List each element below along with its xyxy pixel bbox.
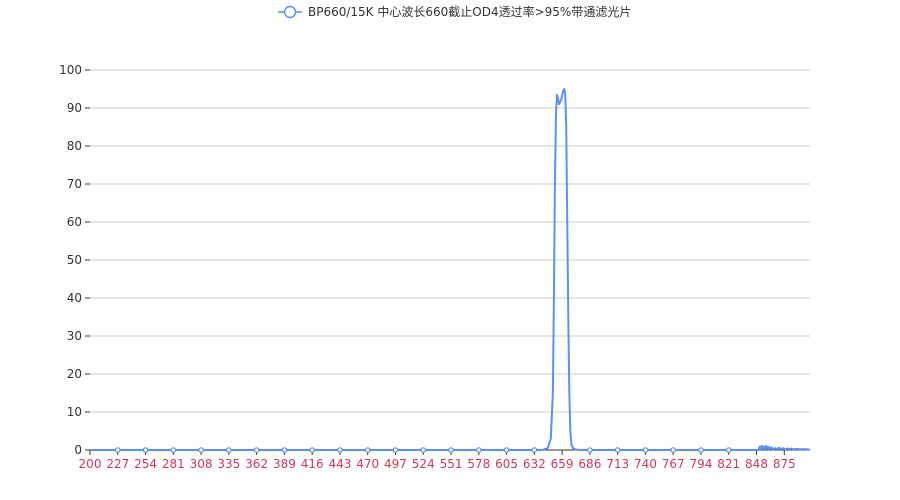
x-tick-label: 524	[412, 457, 435, 471]
x-tick-label: 254	[134, 457, 157, 471]
x-tick-label: 686	[578, 457, 601, 471]
x-tick-label: 470	[356, 457, 379, 471]
series-line	[90, 88, 811, 451]
x-tick-label: 281	[162, 457, 185, 471]
y-axis: 0 10 20 30 40 50 60 70 80 90 100	[59, 63, 90, 457]
legend-marker	[283, 5, 297, 19]
x-tick-label: 227	[106, 457, 129, 471]
x-tick-label: 389	[273, 457, 296, 471]
data-point	[503, 447, 510, 453]
x-axis: 200 227 254 281 308 335 362 389 416 443 470 497 524 5…	[79, 449, 810, 471]
x-tick-label: 200	[79, 457, 102, 471]
x-tick-label: 794	[690, 457, 713, 471]
y-tick-label: 90	[67, 101, 82, 115]
x-tick-label: 443	[328, 457, 351, 471]
y-tick-label: 70	[67, 177, 82, 191]
x-tick-label: 875	[773, 457, 796, 471]
x-tick-label: 713	[606, 457, 629, 471]
data-point	[281, 447, 288, 453]
data-point	[642, 447, 649, 453]
y-tick-label: 100	[59, 63, 82, 77]
x-tick-label: 578	[467, 457, 490, 471]
data-point	[670, 447, 677, 453]
x-tick-label: 605	[495, 457, 518, 471]
grid-lines	[90, 69, 810, 413]
legend[interactable]: BP660/15K 中心波长660截止OD4透过率>95%带通滤光片	[278, 4, 631, 19]
data-point	[698, 447, 704, 453]
x-tick-label: 416	[301, 457, 324, 471]
x-tick-label: 497	[384, 457, 407, 471]
x-tick-label: 821	[717, 457, 740, 471]
x-tick-label: 551	[440, 457, 463, 471]
legend-label: BP660/15K 中心波长660截止OD4透过率>95%带通滤光片	[308, 4, 631, 19]
y-tick-label: 0	[74, 443, 82, 457]
x-tick-label: 767	[662, 457, 685, 471]
y-tick-label: 20	[67, 367, 82, 381]
data-point	[475, 447, 482, 453]
y-tick-label: 40	[67, 291, 82, 305]
x-tick-label: 362	[245, 457, 268, 471]
data-point	[587, 447, 593, 453]
data-point	[392, 447, 399, 453]
y-tick-label: 10	[67, 405, 82, 419]
data-point	[198, 447, 204, 453]
x-tick-label: 740	[634, 457, 657, 471]
data-point	[725, 447, 732, 453]
plot-area	[90, 88, 811, 453]
data-point	[170, 447, 177, 453]
data-point	[448, 447, 454, 453]
data-point	[337, 447, 343, 453]
data-point	[614, 447, 621, 453]
x-tick-label: 848	[745, 457, 768, 471]
y-tick-label: 60	[67, 215, 82, 229]
data-point	[253, 447, 260, 453]
data-point	[531, 447, 538, 453]
y-tick-label: 50	[67, 253, 82, 267]
data-point	[364, 447, 371, 453]
x-tick-label: 632	[523, 457, 546, 471]
y-tick-label: 30	[67, 329, 82, 343]
x-tick-label: 659	[551, 457, 574, 471]
data-point	[309, 447, 315, 453]
data-point	[114, 447, 121, 453]
data-point	[142, 447, 149, 453]
data-point	[226, 447, 232, 453]
x-tick-label: 308	[190, 457, 213, 471]
x-tick-label: 335	[217, 457, 240, 471]
data-point	[420, 447, 427, 453]
y-tick-label: 80	[67, 139, 82, 153]
